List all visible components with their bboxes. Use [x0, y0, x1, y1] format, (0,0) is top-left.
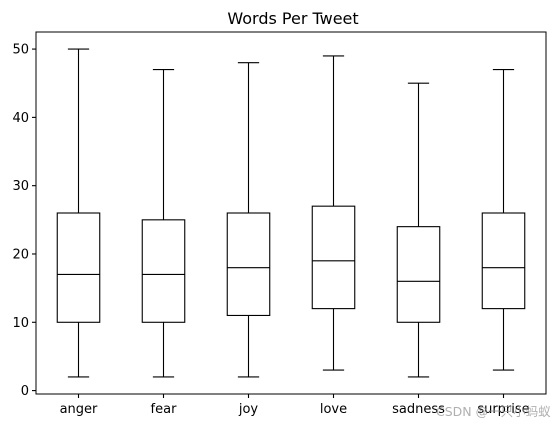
box-sadness [396, 226, 441, 323]
x-tick-label-anger: anger [60, 402, 98, 417]
plot-area: 0 10 20 30 40 50 anger fear joy love sadness surpri… [12, 31, 547, 417]
x-tick-label-sadness: sadness [392, 402, 445, 417]
y-tick-label: 20 [12, 247, 29, 262]
watermark: CSDN @一只小蚂蚁 [436, 404, 551, 419]
box-love [311, 205, 356, 310]
box-anger [56, 212, 101, 323]
x-tick-label-joy: joy [238, 402, 259, 417]
y-tick-label: 40 [12, 111, 29, 126]
chart-title: Words Per Tweet [227, 9, 358, 28]
x-tick-label-surprise: surprise [477, 402, 529, 417]
box-joy [226, 212, 271, 317]
box-surprise [481, 212, 526, 310]
box-fear [141, 219, 186, 323]
y-tick-label: 10 [12, 316, 29, 331]
x-tick-label-love: love [320, 402, 347, 417]
y-tick-label: 30 [12, 179, 29, 194]
x-tick-label-fear: fear [151, 402, 178, 417]
axes-frame [35, 31, 547, 395]
y-tick-label: 0 [21, 384, 29, 399]
y-tick-label: 50 [12, 43, 29, 58]
